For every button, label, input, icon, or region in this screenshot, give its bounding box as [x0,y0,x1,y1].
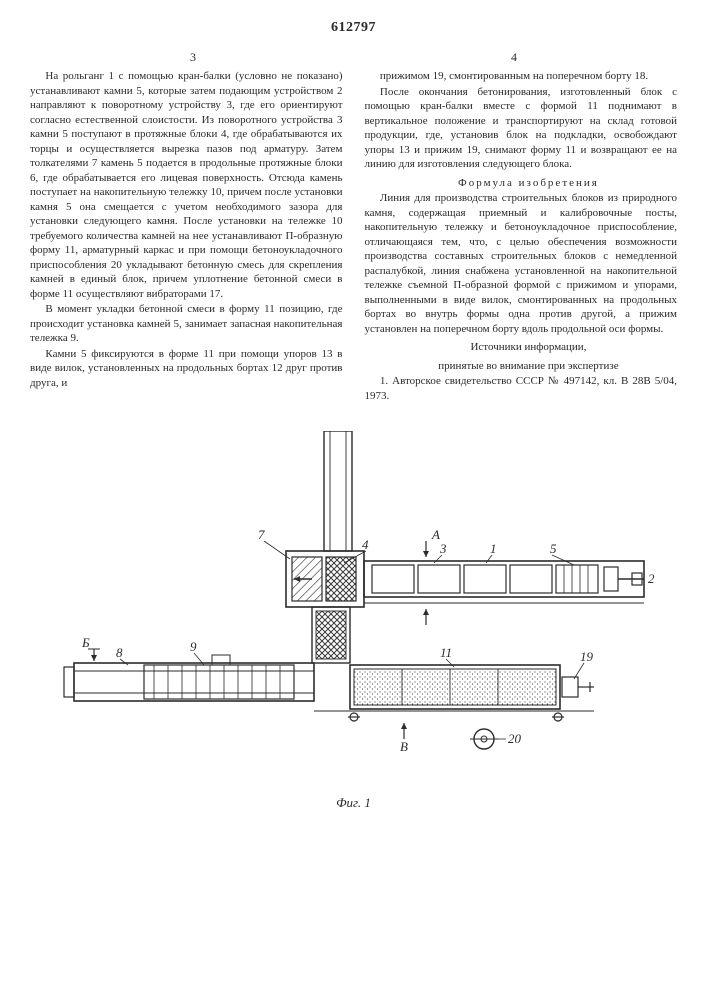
upper-conveyor [364,561,644,597]
document-number: 612797 [30,20,677,36]
lower-left-conveyor [64,655,314,701]
label-4: 4 [362,537,369,552]
sources-title: Источники информации, [365,340,678,355]
vertical-shaft [324,431,352,551]
label-8: 8 [116,645,123,660]
section-b-arrow [88,649,100,661]
figure-svg: 7 4 3 1 5 2 А Б 8 9 11 19 В 20 [34,431,674,791]
label-A: А [431,527,440,542]
vertical-transfer [312,607,350,663]
reference-1: 1. Авторское свидетельство СССР № 497142… [365,374,678,403]
left-para-2: В момент укладки бетонной смеси в форму … [30,302,343,346]
label-19: 19 [580,649,594,664]
page-right: 4 [511,50,517,65]
page-left: 3 [190,50,196,65]
turning-section [286,551,364,607]
form-11 [348,665,594,721]
label-5: 5 [550,541,557,556]
left-para-1: На рольганг 1 с помощью кран-балки (усло… [30,69,343,301]
figure-1: 7 4 3 1 5 2 А Б 8 9 11 19 В 20 Фиг. 1 [30,431,677,811]
formula-title: Формула изобретения [365,176,678,191]
left-para-3: Камни 5 фиксируются в форме 11 при помощ… [30,347,343,391]
label-20: 20 [508,731,522,746]
page-numbers-row: 3 4 [30,50,677,65]
label-3: 3 [439,541,447,556]
figure-caption: Фиг. 1 [30,795,677,811]
right-para-1: прижимом 19, смонтированным на поперечно… [365,69,678,84]
label-V: В [400,739,408,754]
label-1: 1 [490,541,497,556]
right-para-3: Линия для производства строительных блок… [365,191,678,336]
text-columns: На рольганг 1 с помощью кран-балки (усло… [30,69,677,403]
section-v-arrow [401,723,407,739]
label-11: 11 [440,645,452,660]
label-7: 7 [258,527,265,542]
label-9: 9 [190,639,197,654]
section-a-arrows [423,541,429,625]
item-20 [470,729,498,749]
sources-subtitle: принятые во внимание при экспертизе [365,359,678,374]
right-para-2: После окончания бетонирования, изготовле… [365,85,678,172]
label-B: Б [81,635,90,650]
label-2: 2 [648,571,655,586]
